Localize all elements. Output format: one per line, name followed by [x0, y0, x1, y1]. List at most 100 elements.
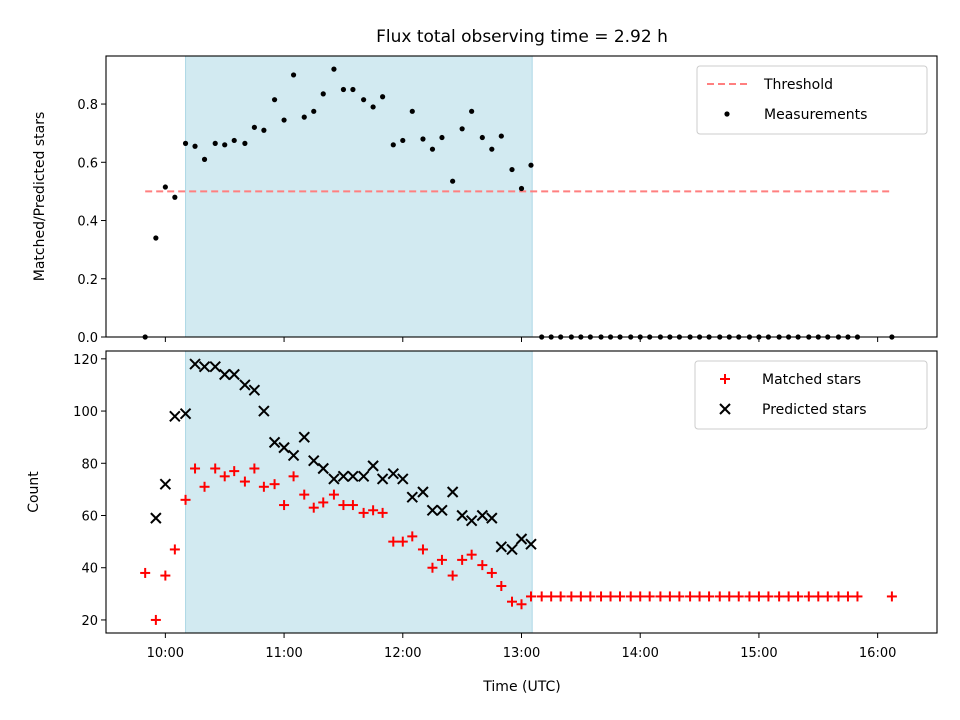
matched-stars-point [219, 471, 230, 482]
matched-stars-point [377, 507, 388, 518]
matched-stars-point [822, 591, 833, 602]
measurement-point [450, 178, 456, 184]
matched-stars-point [486, 567, 497, 578]
predicted-stars-point [376, 473, 389, 485]
matched-stars-point [507, 596, 518, 607]
predicted-stars-point [278, 441, 290, 454]
predicted-stars-point [465, 515, 478, 527]
matched-stars-point [288, 471, 299, 482]
predicted-stars-point [476, 509, 489, 522]
predicted-stars-point [239, 379, 251, 391]
matched-stars-point [774, 591, 785, 602]
predicted-stars-point [287, 449, 300, 462]
measurement-point [350, 86, 356, 93]
measurement-point [509, 166, 515, 173]
measurement-point [153, 235, 159, 241]
measurement-point [429, 146, 436, 152]
matched-stars-point [279, 500, 290, 511]
measurement-point [361, 97, 367, 103]
matched-stars-point [714, 591, 725, 602]
matched-stars-point [813, 591, 824, 602]
matched-stars-point [664, 591, 675, 602]
matched-stars-point [763, 591, 774, 602]
matched-stars-point [783, 591, 794, 602]
measurement-point [331, 66, 337, 72]
matched-stars-point [160, 570, 171, 581]
predicted-stars-point [189, 358, 201, 370]
legend-box [694, 360, 928, 430]
measurement-point [489, 146, 495, 152]
predicted-stars-point [406, 491, 418, 503]
matched-stars-point [842, 591, 853, 602]
matched-stars-point [457, 554, 468, 565]
measurement-point [242, 140, 248, 146]
legend-matched-marker [720, 374, 730, 384]
measurement-point [201, 156, 208, 162]
predicted-stars-point [515, 533, 528, 545]
matched-stars-point [338, 500, 349, 511]
predicted-stars-point [248, 384, 261, 396]
y-tick-label: 0.8 [77, 98, 98, 113]
matched-stars-point [852, 591, 863, 602]
matched-stars-point [466, 549, 477, 560]
y-tick-label: 0.4 [77, 215, 98, 230]
predicted-stars-point [268, 436, 281, 449]
y-tick-label: 100 [73, 405, 98, 420]
predicted-stars-point [417, 486, 429, 498]
matched-stars-point [635, 591, 646, 602]
predicted-stars-point [436, 504, 448, 516]
measurement-point [498, 133, 504, 139]
measurement-point [192, 143, 198, 149]
matched-stars-point [536, 591, 547, 602]
legend-label: Measurements [764, 107, 867, 123]
matched-stars-point [397, 536, 408, 547]
matched-stars-point [477, 560, 488, 571]
observing-span [185, 350, 533, 634]
matched-stars-point [140, 567, 151, 578]
predicted-stars-point [159, 478, 172, 490]
matched-stars-point [685, 591, 696, 602]
y-tick-label: 20 [81, 614, 98, 629]
predicted-stars-point [397, 473, 409, 485]
y-tick-label: 0.2 [77, 273, 98, 288]
measurement-point [320, 91, 326, 97]
measurement-point [251, 124, 257, 130]
predicted-stars-point [258, 405, 270, 417]
y-axis-label: Matched/Predicted stars [32, 112, 48, 282]
legend: Matched stars Predicted stars [694, 360, 928, 430]
x-tick-label: 13:00 [503, 646, 540, 661]
matched-stars-point [368, 505, 379, 516]
matched-stars-point [150, 614, 161, 625]
matched-stars-point [199, 481, 210, 492]
measurement-point [340, 86, 347, 93]
measurement-point [459, 126, 465, 132]
measurement-point [479, 134, 485, 141]
x-tick-label: 10:00 [147, 646, 184, 661]
measurement-point [281, 117, 287, 123]
matched-stars-point [753, 591, 764, 602]
legend-box [696, 65, 928, 135]
predicted-stars-point [219, 368, 231, 381]
matched-stars-point [249, 463, 260, 474]
matched-stars-point [575, 591, 586, 602]
matched-stars-point [180, 494, 191, 505]
x-tick-label: 11:00 [265, 646, 302, 661]
legend-measurement-marker [724, 111, 730, 117]
matched-stars-point [605, 591, 616, 602]
measurement-point [182, 140, 189, 146]
measurement-point [212, 140, 218, 146]
predicted-stars-point [367, 460, 379, 472]
matched-stars-point [655, 591, 666, 602]
matched-stars-point [169, 544, 180, 555]
legend: Threshold Measurements [696, 65, 928, 135]
predicted-stars-point [495, 541, 508, 553]
matched-stars-point [615, 591, 626, 602]
measurement-point [390, 142, 396, 148]
legend-label: Threshold [763, 77, 833, 93]
matched-stars-point [190, 463, 201, 474]
matched-stars-point [546, 591, 557, 602]
predicted-stars-point [198, 360, 211, 373]
matched-stars-point [239, 476, 250, 487]
y-tick-label: 0.0 [77, 331, 98, 346]
measurement-point [261, 127, 267, 133]
